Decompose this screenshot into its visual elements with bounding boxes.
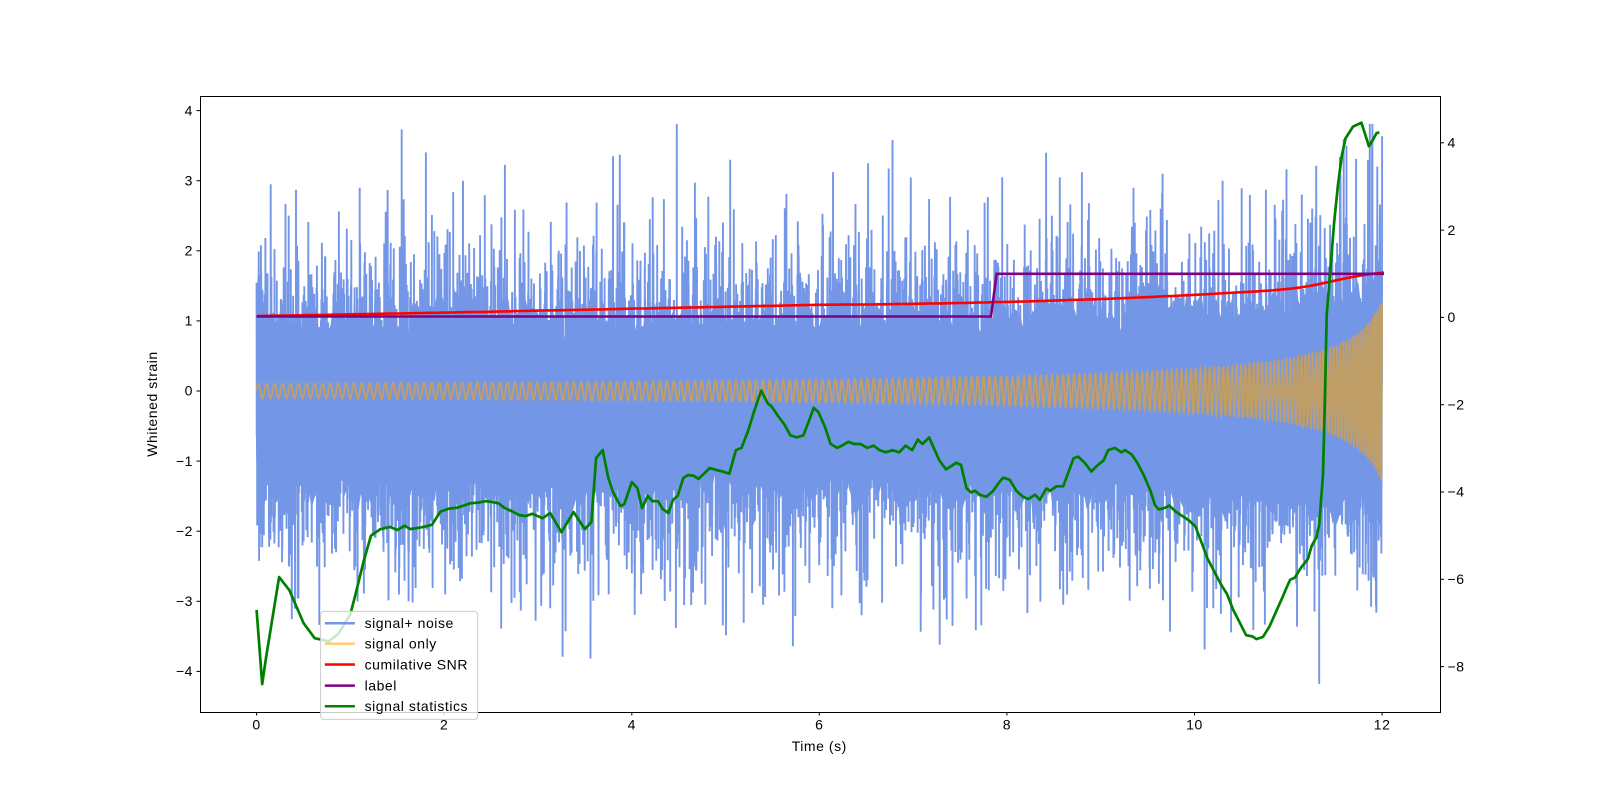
- svg-text:signal+ noise: signal+ noise: [365, 615, 454, 631]
- svg-text:12: 12: [1374, 717, 1391, 733]
- svg-text:−6: −6: [1448, 571, 1465, 587]
- svg-text:−2: −2: [176, 523, 193, 539]
- svg-text:0: 0: [252, 717, 260, 733]
- svg-text:cumilative SNR: cumilative SNR: [365, 656, 468, 672]
- svg-text:6: 6: [815, 717, 823, 733]
- svg-text:10: 10: [1186, 717, 1203, 733]
- svg-text:1: 1: [185, 313, 193, 329]
- svg-text:0: 0: [185, 383, 193, 399]
- svg-text:4: 4: [185, 102, 193, 118]
- svg-text:−8: −8: [1448, 658, 1465, 674]
- svg-text:3: 3: [185, 172, 193, 188]
- svg-text:2: 2: [1448, 222, 1456, 238]
- svg-text:signal statistics: signal statistics: [365, 698, 469, 714]
- svg-text:label: label: [365, 677, 397, 693]
- svg-text:−4: −4: [1448, 484, 1465, 500]
- svg-text:Time (s): Time (s): [792, 738, 847, 754]
- svg-text:−2: −2: [1448, 396, 1465, 412]
- svg-text:Whitened strain: Whitened strain: [144, 351, 160, 457]
- svg-text:−4: −4: [176, 663, 193, 679]
- svg-text:signal only: signal only: [365, 636, 437, 652]
- svg-text:4: 4: [1448, 135, 1456, 151]
- svg-text:2: 2: [440, 717, 448, 733]
- svg-text:2: 2: [185, 243, 193, 259]
- svg-text:−1: −1: [176, 453, 193, 469]
- svg-text:8: 8: [1003, 717, 1011, 733]
- svg-text:−3: −3: [176, 593, 193, 609]
- svg-text:4: 4: [628, 717, 636, 733]
- svg-text:0: 0: [1448, 309, 1456, 325]
